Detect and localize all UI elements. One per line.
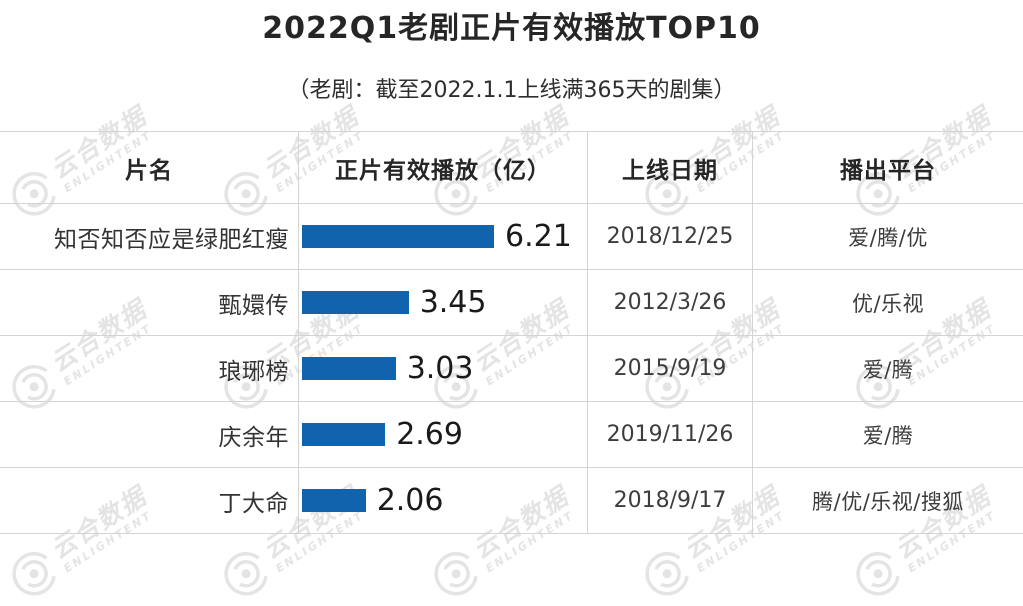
drama-title: 甄嬛传 (218, 292, 289, 319)
table-row: 庆余年 2.69 2019/11/26 爱/腾 (0, 402, 1023, 468)
release-date: 2018/12/25 (587, 204, 752, 269)
release-date: 2018/9/17 (587, 468, 752, 533)
enlightent-logo-icon (12, 552, 56, 596)
enlightent-logo-icon (224, 552, 268, 596)
playback-value: 3.45 (419, 284, 487, 320)
drama-title: 丁大命 (218, 490, 289, 517)
playback-bar (302, 489, 366, 512)
drama-title: 琅琊榜 (218, 358, 289, 385)
page-title: 2022Q1老剧正片有效播放TOP10 (262, 11, 761, 46)
platforms: 腾/优/乐视/搜狐 (752, 468, 1023, 533)
table-row: 知否知否应是绿肥红瘦 6.21 2018/12/25 爱/腾/优 (0, 204, 1023, 270)
platforms: 爱/腾 (752, 336, 1023, 401)
playback-bar-cell: 3.45 (298, 270, 587, 335)
playback-bar-cell: 6.21 (298, 204, 587, 269)
table-row: 琅琊榜 3.03 2015/9/19 爱/腾 (0, 336, 1023, 402)
playback-value: 2.69 (396, 416, 463, 452)
chart-content: 2022Q1老剧正片有效播放TOP10 （老剧：截至2022.1.1上线满365… (0, 11, 1023, 534)
playback-value: 2.06 (376, 482, 444, 518)
table-row: 丁大命 2.06 2018/9/17 腾/优/乐视/搜狐 (0, 468, 1023, 534)
playback-value: 3.03 (406, 350, 474, 386)
drama-title: 庆余年 (218, 424, 289, 451)
header-platforms: 播出平台 (752, 132, 1023, 203)
release-date: 2019/11/26 (587, 402, 752, 467)
playback-table: 片名 正片有效播放（亿） 上线日期 播出平台 知否知否应是绿肥红瘦 6.21 2… (0, 131, 1023, 534)
playback-value: 6.21 (505, 218, 572, 254)
playback-bar (302, 225, 494, 248)
platforms: 爱/腾 (752, 402, 1023, 467)
playback-bar-cell: 2.06 (298, 468, 587, 533)
playback-bar (302, 291, 409, 314)
playback-bar-cell: 3.03 (298, 336, 587, 401)
enlightent-logo-icon (856, 552, 900, 596)
playback-bar-cell: 2.69 (298, 402, 587, 467)
header-effective-playback: 正片有效播放（亿） (298, 132, 587, 203)
drama-title: 知否知否应是绿肥红瘦 (54, 226, 289, 253)
platforms: 爱/腾/优 (752, 204, 1023, 269)
release-date: 2012/3/26 (587, 270, 752, 335)
release-date: 2015/9/19 (587, 336, 752, 401)
enlightent-logo-icon (645, 552, 689, 596)
playback-bar (302, 423, 386, 446)
header-drama-title: 片名 (125, 157, 173, 184)
playback-bar (302, 357, 396, 380)
page-subtitle: （老剧：截至2022.1.1上线满365天的剧集） (287, 78, 736, 103)
platforms: 优/乐视 (752, 270, 1023, 335)
table-header-row: 片名 正片有效播放（亿） 上线日期 播出平台 (0, 132, 1023, 204)
header-release-date: 上线日期 (587, 132, 752, 203)
table-row: 甄嬛传 3.45 2012/3/26 优/乐视 (0, 270, 1023, 336)
enlightent-logo-icon (434, 552, 478, 596)
